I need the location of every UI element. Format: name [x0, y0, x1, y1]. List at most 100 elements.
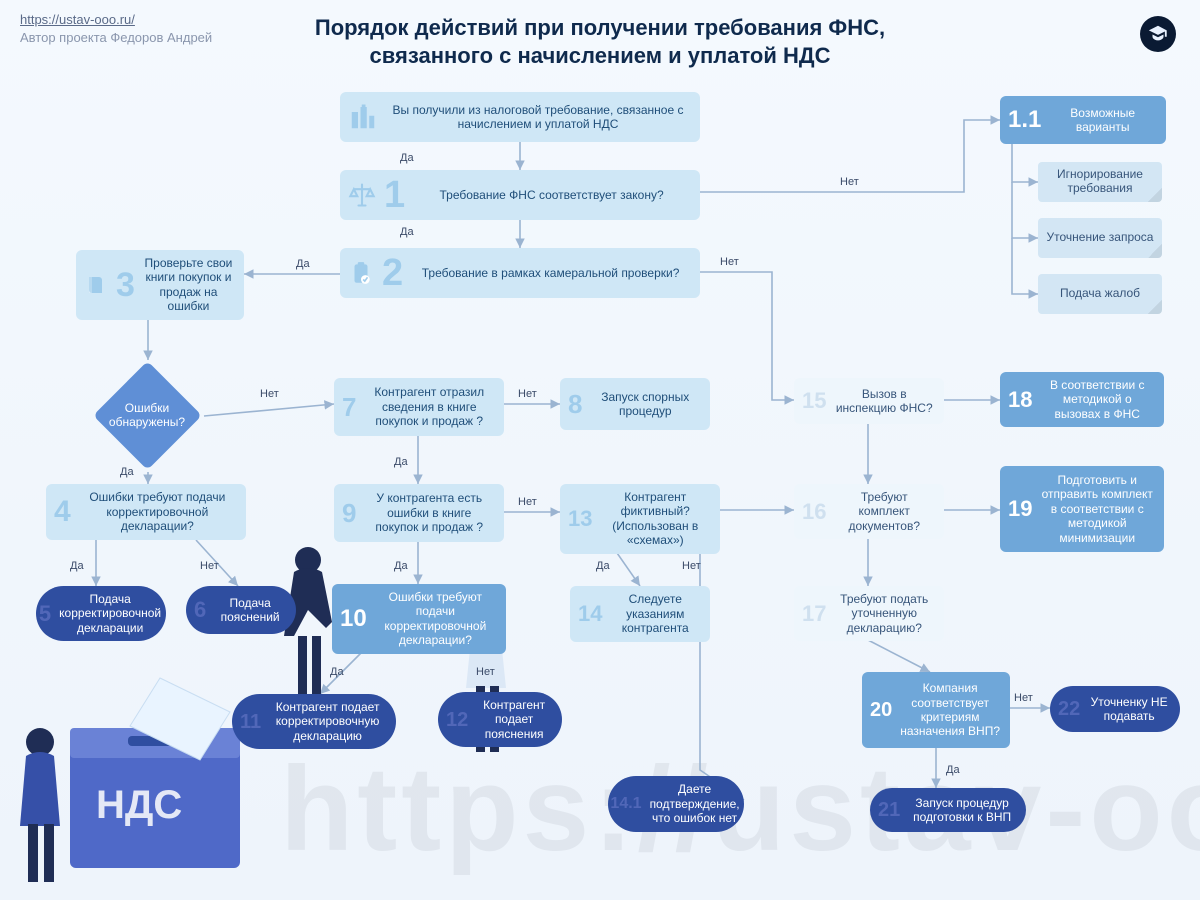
node-number: 19	[1008, 498, 1032, 520]
edge-label-9: Нет	[200, 560, 219, 572]
book-icon	[84, 273, 108, 297]
edge-label-25: Нет	[1014, 692, 1033, 704]
node-label: В соответствии с методикой о вызовах в Ф…	[1040, 378, 1154, 421]
node-label: Ошибки требуют подачи корректировочной д…	[375, 590, 496, 648]
flow-node-16: 16 Требуют комплект документов?	[794, 484, 944, 539]
edge-label-17: Нет	[682, 560, 701, 572]
edge-label-10: Нет	[518, 388, 537, 400]
flow-node-11: 11 Контрагент подает корректировочную дек…	[232, 694, 396, 749]
node-number: 3	[116, 268, 135, 302]
flow-node-4: 4 Ошибки требуют подачи корректировочной …	[46, 484, 246, 540]
sticky-note-1: Уточнение запроса	[1038, 218, 1162, 258]
edge-3	[700, 272, 794, 400]
node-number: 15	[802, 390, 826, 412]
sticky-note-0: Игнорирование требования	[1038, 162, 1162, 202]
edge-label-11: Да	[394, 456, 408, 468]
edge-26	[1012, 144, 1038, 182]
flow-node-17: 17Требуют подать уточненную декларацию?	[794, 586, 944, 641]
node-number: 20	[870, 700, 892, 720]
diamond-label: Ошибки обнаружены?	[103, 401, 191, 430]
edge-label-13: Да	[394, 560, 408, 572]
flow-node-1: 1 Требование ФНС соответствует закону?	[340, 170, 700, 220]
node-number: 1.1	[1008, 108, 1041, 132]
edge-label-24: Да	[946, 764, 960, 776]
node-label: У контрагента есть ошибки в книге покупо…	[364, 491, 494, 534]
flow-node-n0: Вы получили из налоговой требование, свя…	[340, 92, 700, 142]
edge-label-1: Да	[400, 226, 414, 238]
node-number: 10	[340, 607, 367, 631]
flow-node-15: 15 Вызов в инспекцию ФНС?	[794, 378, 944, 424]
flow-node-9: 9 У контрагента есть ошибки в книге покуп…	[334, 484, 504, 542]
clipboard-icon	[348, 260, 374, 286]
node-label: Требуют подать уточненную декларацию?	[834, 592, 934, 635]
flow-node-13: 13 Контрагент фиктивный? (Использован в «…	[560, 484, 720, 554]
edge-label-12: Нет	[518, 496, 537, 508]
edge-label-16: Да	[596, 560, 610, 572]
edge-6	[204, 404, 334, 416]
flow-node-22: 22Уточненку НЕ подавать	[1050, 686, 1180, 732]
node-number: 6	[194, 599, 206, 621]
node-label: Проверьте свои книги покупок и продаж на…	[143, 256, 234, 314]
node-number: 7	[342, 394, 356, 420]
flow-node-14.1: 14.1 Даете подтверждение, что ошибок нет	[608, 776, 744, 832]
node-number: 16	[802, 501, 826, 523]
node-label: Подача пояснений	[214, 596, 286, 625]
node-label: Контрагент подает корректировочную декла…	[269, 700, 386, 743]
flow-node-14: 14 Следуете указаниям контрагента	[570, 586, 710, 642]
flow-node-6: 6 Подача пояснений	[186, 586, 296, 634]
node-label: Требуют комплект документов?	[834, 490, 934, 533]
node-label: Вы получили из налоговой требование, свя…	[386, 103, 690, 132]
edge-label-14: Да	[330, 666, 344, 678]
flow-node-7: 7 Контрагент отразил сведения в книге пок…	[334, 378, 504, 436]
title-line-1: Порядок действий при получении требовани…	[315, 15, 885, 40]
person-left-illustration	[6, 720, 76, 890]
flow-node-8: 8 Запуск спорных процедур	[560, 378, 710, 430]
flow-node-5: 5 Подача корректировочной декларации	[36, 586, 166, 641]
node-label: Даете подтверждение, что ошибок нет	[650, 782, 740, 825]
node-number: 13	[568, 508, 592, 530]
node-number: 9	[342, 500, 356, 526]
node-number: 8	[568, 391, 582, 417]
node-label: Ошибки требуют подачи корректировочной д…	[79, 490, 236, 533]
svg-text:НДС: НДС	[96, 783, 182, 827]
node-label: Требование ФНС соответствует закону?	[413, 188, 690, 202]
edge-label-8: Да	[70, 560, 84, 572]
node-label: Контрагент отразил сведения в книге поку…	[364, 385, 494, 428]
node-label: Вызов в инспекцию ФНС?	[834, 387, 934, 416]
node-number: 12	[446, 710, 468, 730]
node-label: Требование в рамках камеральной проверки…	[411, 266, 690, 280]
scales-icon	[348, 181, 376, 209]
node-label: Возможные варианты	[1049, 106, 1156, 135]
page-title: Порядок действий при получении требовани…	[0, 14, 1200, 69]
flow-node-10: 10 Ошибки требуют подачи корректировочной…	[332, 584, 506, 654]
flow-node-1.1: 1.1 Возможные варианты	[1000, 96, 1166, 144]
node-number: 5	[39, 603, 51, 625]
flow-node-2: 2Требование в рамках камеральной проверк…	[340, 248, 700, 298]
node-label: Запуск спорных процедур	[590, 390, 700, 419]
node-number: 1	[384, 176, 405, 214]
flow-node-19: 19 Подготовить и отправить комплект в соо…	[1000, 466, 1164, 552]
edge-label-2: Нет	[840, 176, 859, 188]
node-label: Подготовить и отправить комплект в соотв…	[1040, 473, 1154, 545]
edge-label-0: Да	[400, 152, 414, 164]
node-number: 21	[878, 800, 900, 820]
node-number: 11	[240, 712, 261, 732]
edge-label-15: Нет	[476, 666, 495, 678]
node-number: 14	[578, 603, 602, 625]
node-number: 4	[54, 497, 71, 527]
edge-28	[1012, 238, 1038, 294]
edge-label-4: Да	[296, 258, 310, 270]
node-label: Следуете указаниям контрагента	[610, 592, 700, 635]
node-number: 14.1	[610, 796, 641, 812]
edge-27	[1012, 182, 1038, 238]
buildings-icon	[348, 102, 378, 132]
node-label: Контрагент фиктивный? (Использован в «сх…	[600, 490, 710, 548]
flow-node-12: 12 Контрагент подает пояснения	[438, 692, 562, 747]
node-label: Подача корректировочной декларации	[59, 592, 161, 635]
flow-node-18: 18 В соответствии с методикой о вызовах в…	[1000, 372, 1164, 427]
node-label: Контрагент подает пояснения	[476, 698, 552, 741]
node-number: 18	[1008, 389, 1032, 411]
flow-node-3: 3Проверьте свои книги покупок и продаж н…	[76, 250, 244, 320]
edge-label-6: Нет	[260, 388, 279, 400]
edge-label-7: Да	[120, 466, 134, 478]
